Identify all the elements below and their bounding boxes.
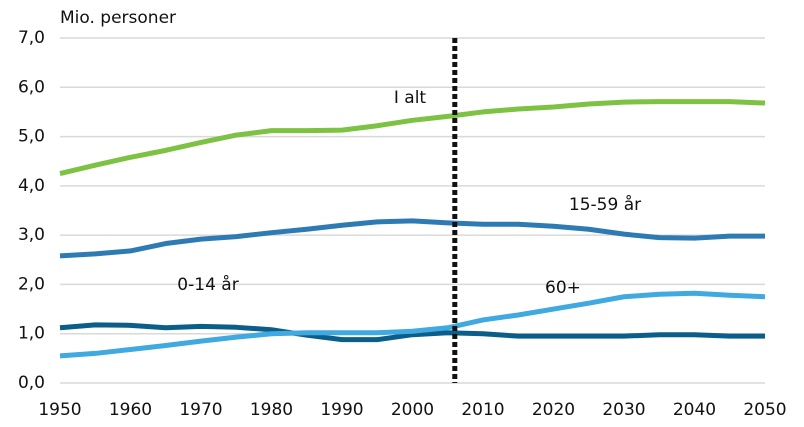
x-tick-label: 1950 — [38, 400, 81, 420]
y-tick-label: 2,0 — [18, 274, 45, 294]
x-tick-label: 2050 — [743, 400, 786, 420]
y-tick-label: 6,0 — [18, 77, 45, 97]
series-label: 0-14 år — [177, 274, 238, 295]
y-tick-label: 7,0 — [18, 28, 45, 48]
series-line — [59, 322, 765, 343]
y-tick-label: 1,0 — [18, 324, 45, 344]
x-tick-label: 2000 — [391, 400, 434, 420]
x-tick-label: 2020 — [532, 400, 575, 420]
y-tick-label: 0,0 — [18, 373, 45, 393]
series-line — [59, 99, 766, 176]
series-label: 60+ — [545, 278, 581, 298]
y-tick-label: 5,0 — [18, 127, 45, 147]
x-tick-label: 1960 — [109, 400, 152, 420]
y-tick-label: 3,0 — [18, 225, 45, 245]
x-tick-label: 2040 — [673, 400, 716, 420]
series-label: 15-59 år — [569, 194, 641, 215]
x-tick-label: 1990 — [320, 400, 363, 420]
series-label: I alt — [394, 88, 427, 108]
x-tick-label: 2010 — [461, 400, 504, 420]
series-line — [59, 290, 766, 359]
y-axis-label: Mio. personer — [60, 8, 176, 28]
series-line — [59, 218, 765, 259]
x-tick-label: 1970 — [179, 400, 222, 420]
y-tick-label: 4,0 — [18, 176, 45, 196]
x-tick-label: 1980 — [250, 400, 293, 420]
x-tick-label: 2030 — [602, 400, 645, 420]
